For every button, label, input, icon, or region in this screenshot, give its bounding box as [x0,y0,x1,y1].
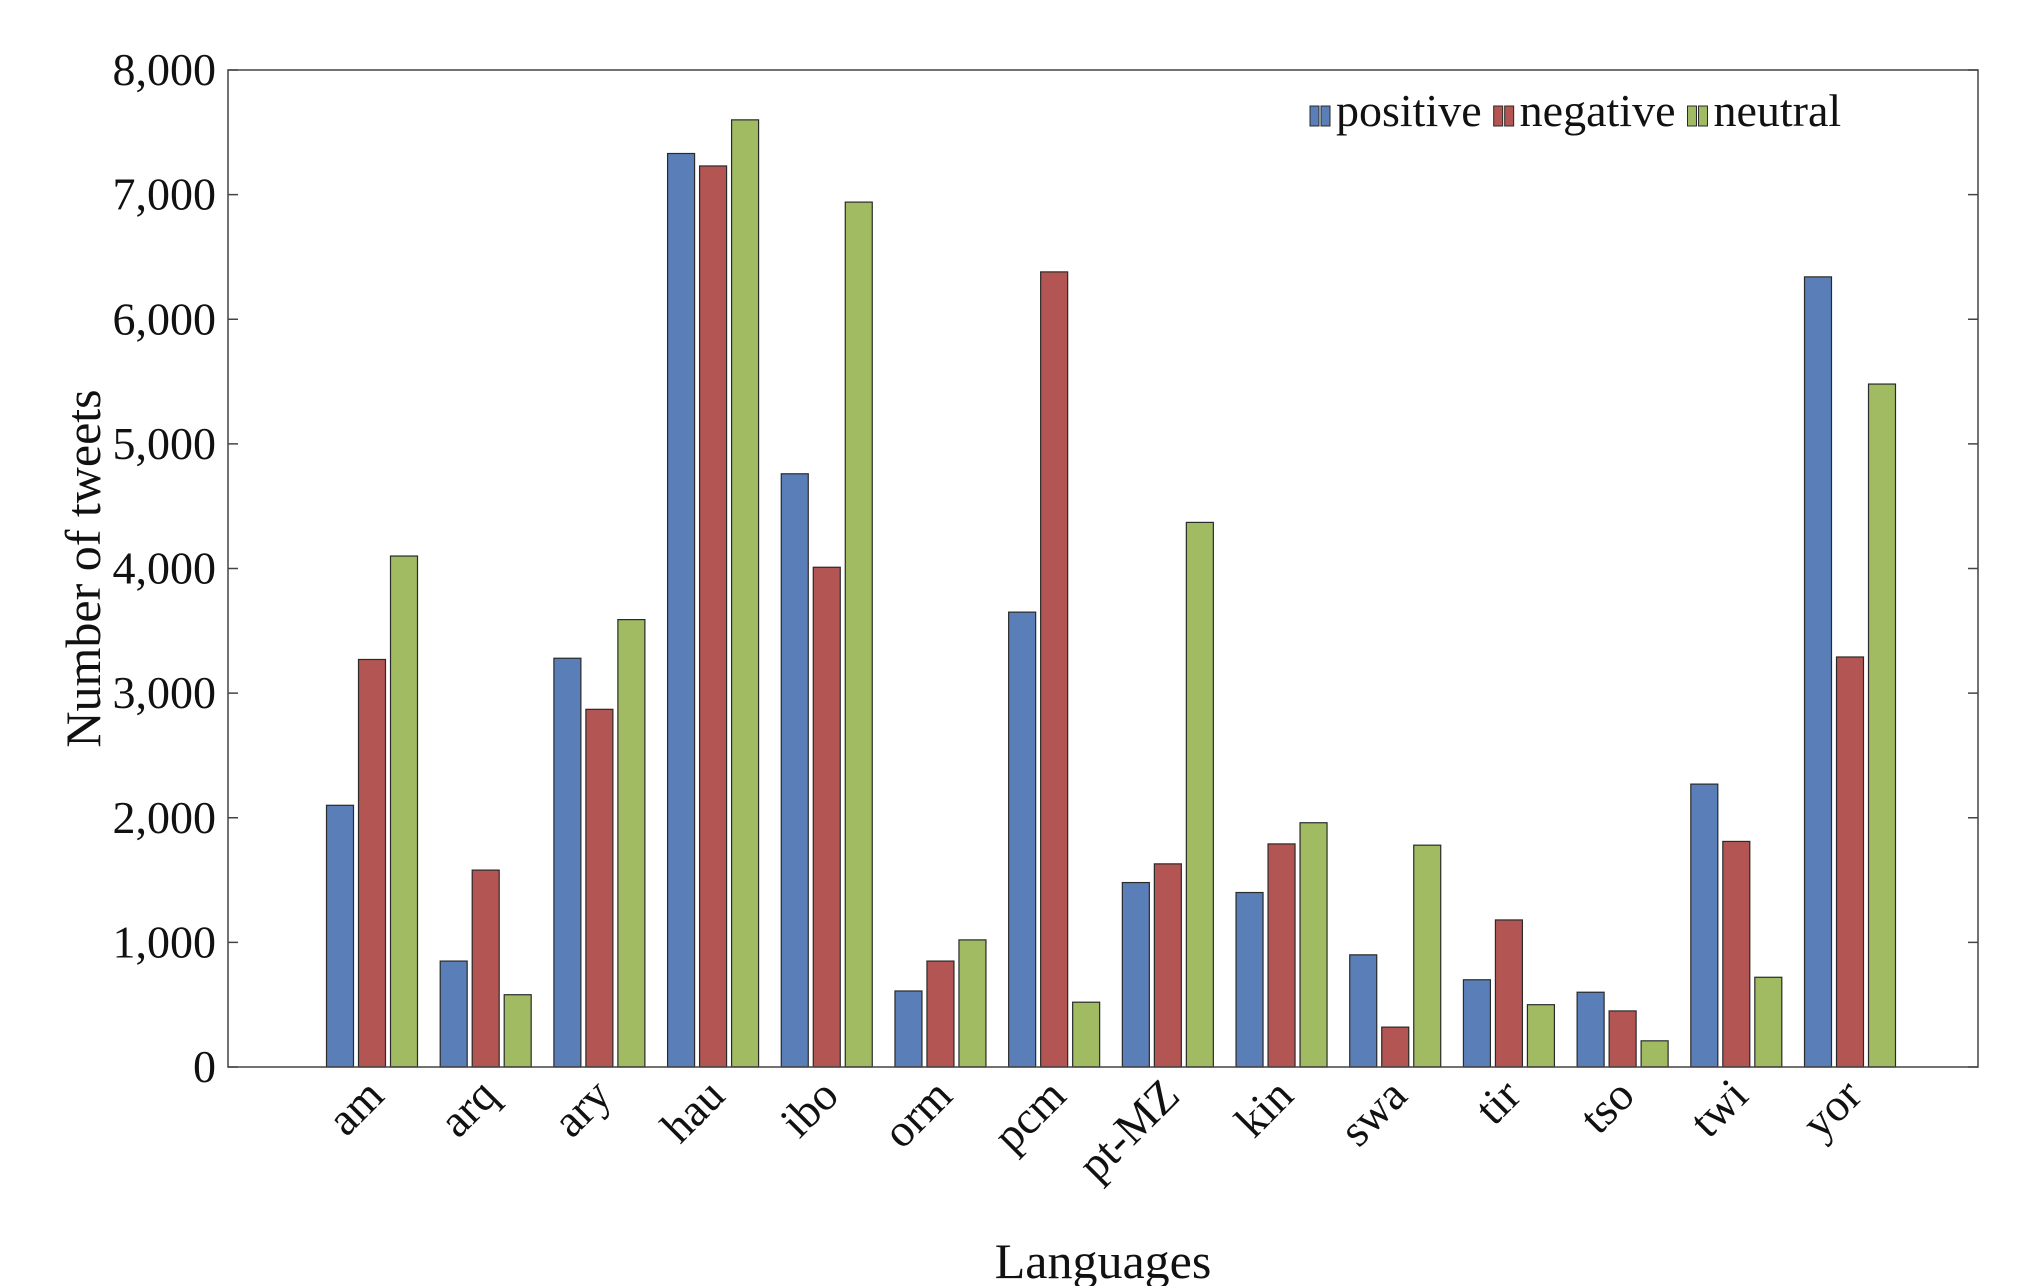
bar-negative-hau [698,165,728,1068]
legend-swatch-negative-2 [1504,105,1515,127]
bar-neutral-ibo [844,201,873,1068]
bar-positive-arq [439,960,468,1068]
bar-neutral-kin [1299,822,1328,1068]
bar-positive-yor [1803,276,1833,1068]
bar-positive-pcm [1008,611,1037,1068]
bar-negative-yor [1835,656,1865,1068]
bar-neutral-swa [1413,844,1442,1068]
bar-positive-hau [666,152,696,1068]
bar-negative-kin [1267,843,1296,1068]
bar-negative-arq [471,869,500,1068]
bar-neutral-am [389,555,419,1068]
legend-label-negative: negative [1520,85,1676,136]
bar-negative-ibo [812,566,841,1068]
bar-negative-am [357,658,387,1068]
y-axis: 0 1,000 2,000 3,000 4,000 5,000 6,000 7,000 8,00… [113,44,1978,1092]
bar-neutral-arq [503,994,532,1068]
bar-neutral-pt-MZ [1185,521,1214,1068]
legend-swatch-negative [1493,105,1504,127]
y-tick-label: 7,000 [113,169,217,220]
y-tick-label: 1,000 [113,916,217,967]
bar-negative-tso [1608,1010,1637,1068]
y-tick-label: 5,000 [113,418,217,469]
y-axis-title: Number of tweets [55,389,111,747]
bar-neutral-tso [1640,1040,1669,1068]
legend-swatch-neutral [1686,105,1697,127]
y-tick-label: 2,000 [113,792,217,843]
bar-positive-pt-MZ [1121,881,1150,1068]
bar-neutral-hau [730,119,760,1068]
legend-label-positive: positive [1336,85,1482,136]
bar-neutral-twi [1754,976,1783,1068]
bar-negative-orm [926,960,955,1068]
bar-positive-twi [1690,783,1719,1068]
y-tick-label: 0 [193,1041,216,1092]
bar-negative-pcm [1040,271,1069,1068]
legend-label-neutral: neutral [1713,85,1841,136]
bar-positive-tir [1462,979,1492,1068]
bar-positive-swa [1349,954,1378,1068]
bar-positive-ibo [780,473,809,1068]
y-tick-label: 4,000 [113,543,217,594]
bar-negative-pt-MZ [1153,863,1182,1068]
bar-neutral-orm [958,939,987,1068]
bar-neutral-tir [1526,1004,1556,1068]
bars-layer [325,119,1897,1068]
y-tick-label: 6,000 [113,293,217,344]
legend: positive negative neutral [1309,85,1841,136]
bar-positive-tso [1576,991,1605,1068]
x-axis-title: Languages [995,1233,1212,1286]
legend-swatch-neutral-2 [1697,105,1708,127]
bar-neutral-pcm [1072,1001,1101,1068]
y-tick-label: 3,000 [113,667,217,718]
bar-neutral-yor [1867,383,1897,1068]
bar-neutral-ary [617,618,646,1068]
bar-positive-ary [553,657,582,1068]
bar-negative-ary [585,708,614,1068]
bar-positive-am [325,804,355,1068]
legend-swatch-positive [1309,105,1320,127]
bar-negative-swa [1381,1026,1410,1068]
legend-swatch-positive-2 [1320,105,1331,127]
bar-negative-twi [1722,840,1751,1068]
bar-positive-orm [894,990,923,1068]
bar-negative-tir [1494,919,1524,1068]
bar-positive-kin [1235,891,1264,1068]
y-tick-label: 8,000 [113,44,217,95]
